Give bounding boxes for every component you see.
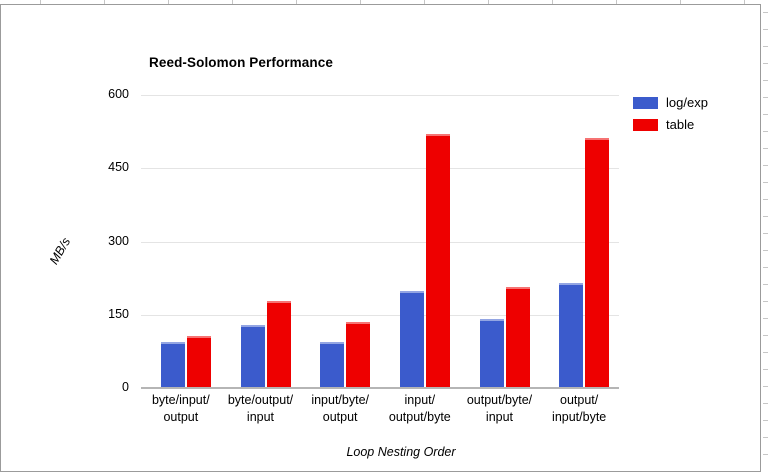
sheet-row-gridline: [763, 131, 768, 132]
bar-table-output-input-byte: [585, 137, 610, 387]
sheet-row-gridline: [763, 437, 768, 438]
bar-table-output-byte-input: [505, 287, 530, 387]
x-tick-label: output/byte/input: [460, 392, 540, 426]
bar-log-exp-output-input-byte: [559, 283, 584, 387]
sheet-row-gridline: [763, 97, 768, 98]
x-tick-label-line: byte/output/: [227, 393, 294, 407]
gridline: [141, 168, 619, 170]
x-tick-label-line: output/byte: [388, 410, 451, 424]
sheet-column-gridline: [680, 0, 681, 4]
x-tick-label-line: input/byte: [552, 410, 607, 424]
x-tick-label-line: input/: [404, 393, 436, 407]
gridline: [141, 241, 619, 243]
plot-area: [141, 95, 619, 389]
sheet-row-gridline: [763, 12, 768, 13]
bar-table-byte-output-input: [266, 300, 291, 387]
bar-log-exp-input-output-byte: [400, 291, 424, 387]
bar-log-exp-byte-input-output: [161, 341, 185, 387]
chart-title: Reed-Solomon Performance: [149, 55, 333, 70]
bar-table-input-output-byte: [426, 133, 450, 387]
legend-label: log/exp: [666, 95, 708, 110]
y-axis-title: MB/s: [46, 235, 74, 267]
sheet-row-gridline: [763, 420, 768, 421]
sheet-column-gridline: [168, 0, 169, 4]
sheet-column-gridline: [616, 0, 617, 4]
sheet-column-gridline: [104, 0, 105, 4]
x-tick-label-line: output: [163, 410, 199, 424]
sheet-column-gridline: [232, 0, 233, 4]
x-tick-label-line: output/byte/: [466, 393, 533, 407]
bar-table-input-byte-output: [346, 321, 371, 387]
x-tick-label: input/output/byte: [380, 392, 460, 426]
sheet-column-gridline: [424, 0, 425, 4]
gridline: [141, 95, 619, 96]
sheet-row-gridline: [763, 335, 768, 336]
x-tick-label: byte/output/input: [221, 392, 301, 426]
bar-table-byte-input-output: [187, 335, 211, 387]
y-tick-label: 450: [108, 160, 129, 175]
x-tick-label: byte/input/output: [141, 392, 221, 426]
x-tick-label-line: output/: [560, 393, 599, 407]
sheet-column-gridline: [744, 0, 745, 4]
sheet-row-gridline: [763, 216, 768, 217]
sheet-row-gridline: [763, 63, 768, 64]
sheet-row-gridline: [763, 46, 768, 47]
sheet-column-gridline: [552, 0, 553, 4]
y-tick-label: 300: [108, 233, 129, 248]
x-axis-line: [141, 387, 619, 389]
gridline: [141, 314, 619, 316]
sheet-row-gridline: [763, 114, 768, 115]
sheet-row-gridline: [763, 233, 768, 234]
sheet-row-gridline: [763, 80, 768, 81]
x-tick-label: output/input/byte: [539, 392, 619, 426]
sheet-column-gridline: [360, 0, 361, 4]
sheet-column-gridline: [296, 0, 297, 4]
y-tick-label: 600: [108, 87, 129, 101]
sheet-row-gridline: [763, 454, 768, 455]
sheet-row-gridline: [763, 301, 768, 302]
x-tick-label-line: byte/input/: [151, 393, 210, 407]
legend-swatch: [633, 118, 658, 131]
legend-swatch: [633, 96, 658, 109]
x-axis-title: Loop Nesting Order: [346, 445, 456, 459]
x-tick-label-line: input: [485, 410, 514, 424]
sheet-row-gridline: [763, 199, 768, 200]
x-tick-label: input/byte/output: [300, 392, 380, 426]
x-tick-label-line: input: [246, 410, 275, 424]
sheet-row-gridline: [763, 148, 768, 149]
sheet-row-gridline: [763, 369, 768, 370]
sheet-row-gridline: [763, 403, 768, 404]
chart-container[interactable]: Reed-Solomon Performance MB/s 0 150 300 450…: [0, 4, 761, 472]
bar-log-exp-output-byte-input: [479, 318, 504, 387]
y-tick-label: 0: [122, 380, 129, 394]
sheet-row-gridline: [763, 250, 768, 251]
sheet-row-gridline: [763, 29, 768, 30]
bar-log-exp-byte-output-input: [240, 324, 265, 387]
x-tick-label-line: input/byte/: [311, 393, 369, 407]
y-tick-label: 150: [108, 306, 129, 321]
sheet-column-gridline: [40, 0, 41, 4]
bar-log-exp-input-byte-output: [320, 342, 345, 387]
sheet-row-gridline: [763, 267, 768, 268]
legend-item-log-exp: log/exp: [633, 95, 708, 110]
sheet-row-gridline: [763, 386, 768, 387]
sheet-row-gridline: [763, 284, 768, 285]
sheet-row-gridline: [763, 165, 768, 166]
sheet-row-gridline: [763, 352, 768, 353]
sheet-row-gridline: [763, 318, 768, 319]
sheet-column-gridline: [488, 0, 489, 4]
legend-item-table: table: [633, 117, 708, 132]
legend: log/exp table: [633, 95, 708, 139]
x-tick-label-line: output: [322, 410, 358, 424]
sheet-row-gridline: [763, 182, 768, 183]
legend-label: table: [666, 117, 695, 132]
